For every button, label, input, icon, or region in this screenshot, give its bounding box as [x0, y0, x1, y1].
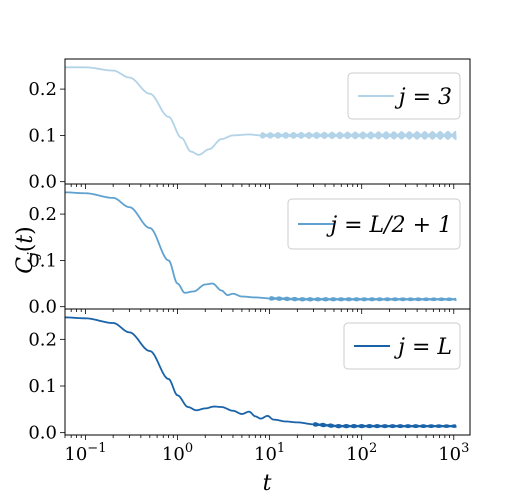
y-tick-label: 0.0: [28, 297, 57, 318]
legend-3: j = L: [343, 322, 461, 370]
legend-box: [347, 72, 461, 120]
panel-3: 0.0 0.1 0.2 j = L: [28, 308, 471, 444]
series-line-3: [65, 316, 457, 429]
legend-label: j = 3: [394, 85, 452, 110]
y-tick-label: 0.0: [28, 423, 57, 444]
y-axis-label: Cj(t): [13, 226, 42, 274]
legend-label: j = L: [393, 335, 452, 360]
legend-label: j = L/2 + 1: [325, 213, 452, 238]
x-axis-label: t: [263, 471, 272, 496]
y-tick-label: 0.2: [28, 204, 57, 225]
panels-group: 0.0 0.1 0.2 j = 3 0.0 0.1 0.2 j = L/2 + 1 0.0 0.1…: [28, 58, 471, 465]
panel-frame: [64, 308, 471, 436]
series-line-2: [65, 191, 457, 302]
panel-2: 0.0 0.1 0.2 j = L/2 + 1: [28, 183, 471, 318]
y-tick-label: 0.2: [28, 79, 57, 100]
series-line-1: [65, 66, 457, 156]
y-tick-label: 0.2: [28, 329, 57, 350]
y-tick-label: 0.1: [28, 376, 57, 397]
legend-box: [287, 198, 461, 250]
x-tick-label: 102: [346, 441, 377, 465]
legend-box: [343, 322, 461, 370]
x-tick-label: 101: [254, 441, 285, 465]
legend-1: j = 3: [347, 72, 461, 120]
x-tick-label: 103: [438, 441, 469, 465]
panel-1: 0.0 0.1 0.2 j = 3: [28, 58, 471, 193]
legend-2: j = L/2 + 1: [287, 198, 461, 250]
y-tick-label: 0.0: [28, 172, 57, 193]
x-tick-label: 10−1: [64, 441, 106, 465]
y-tick-label: 0.1: [28, 250, 57, 271]
x-tick-label: 100: [162, 441, 193, 465]
y-tick-label: 0.1: [28, 125, 57, 146]
